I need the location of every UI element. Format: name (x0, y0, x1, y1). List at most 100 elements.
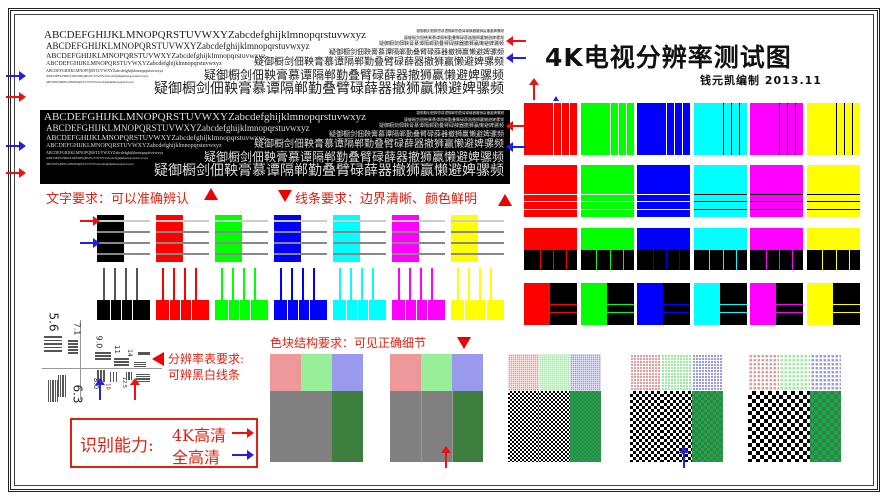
cjk-text-line: 疑御橱剑佃鞅膏慕谭隔郸勤叠臂碌薛器撤狮赢懒避婢骡频 (254, 57, 504, 68)
grid-cell (524, 283, 577, 325)
resolution-bar (44, 350, 62, 352)
cjk-text-line: 疑御橱剑佃鞅膏慕谭隔郸勤叠臂碌薛器撤狮赢懒避婢骡频 (203, 150, 504, 164)
grid-vline (779, 103, 781, 155)
grid-vline (569, 103, 571, 155)
horizontal-line (333, 231, 386, 233)
bar-divider (110, 300, 111, 320)
resolution-bar-group (136, 374, 150, 382)
resolution-bar (136, 379, 150, 381)
horizontal-line (392, 220, 445, 222)
grid-hline (750, 193, 803, 195)
blue-arrow-icon (232, 450, 254, 460)
resolution-req-line2: 可辨黑白线条 (168, 368, 241, 382)
author-date: 钱元凯编制 2013.11 (700, 74, 822, 87)
vertical-line (254, 268, 256, 320)
text-requirement-label: 文字要求：可以准确辨认 (46, 192, 190, 207)
resolution-bar (114, 364, 129, 366)
vertical-line (409, 268, 411, 320)
block-divider (452, 391, 453, 462)
grid-vline (679, 228, 681, 270)
horizontal-line (392, 253, 445, 255)
resolution-bar-group (134, 362, 146, 367)
horizontal-line (333, 253, 386, 255)
grid-vline (735, 228, 737, 270)
triangle-down-icon (457, 337, 471, 349)
grid-vline (652, 228, 654, 270)
vertical-line (125, 268, 127, 320)
vertical-line (184, 268, 186, 320)
block-bottom-cell (270, 391, 301, 462)
grid-hline (693, 304, 747, 305)
resolution-bar (59, 375, 61, 397)
blue-arrow-icon (95, 378, 105, 400)
bar-divider (309, 300, 310, 320)
grid-vline (566, 228, 568, 270)
block-top-cell (539, 354, 570, 391)
grid-vline (609, 103, 611, 155)
resolution-bar (68, 352, 78, 354)
horizontal-line (215, 231, 268, 233)
grid-cell (806, 165, 860, 217)
vertical-line (420, 268, 422, 320)
cjk-text-line: 疑御橱剑佃鞅膏慕谭隔郸勤叠臂碌薛器撤狮赢懒避婢骡频 (378, 42, 504, 47)
resolution-bar-group (97, 370, 105, 382)
grid-cell (637, 165, 690, 217)
resolution-bar (54, 380, 56, 402)
grid-hline (637, 193, 690, 195)
resolution-bar-group (68, 340, 78, 354)
color-structure-block (270, 354, 363, 462)
block-bottom-cell (570, 391, 601, 462)
grid-hline (580, 312, 634, 314)
arrow-head (506, 36, 513, 46)
block-top-cell (452, 354, 483, 391)
bar-divider (298, 300, 299, 320)
resolution-bar-group (58, 375, 66, 397)
horizontal-line (274, 242, 327, 244)
vertical-line (339, 268, 341, 320)
inner-frame (14, 14, 874, 486)
grid-black-half (637, 250, 690, 270)
latin-text-line: ABCDEFGHIJKLMNOPQRSTUVWXYZabcdefghijklmn… (46, 74, 149, 78)
color-bar-block (97, 300, 150, 320)
cjk-text-line: 疑御橱剑佃鞅膏慕谭隔郸勤叠臂碌薛器撤狮赢懒避婢骡频 (416, 111, 505, 115)
triangle-down-icon (278, 190, 292, 202)
grid-hline (524, 209, 577, 211)
resolution-bar (95, 355, 111, 357)
grid-vline (553, 228, 555, 270)
color-structure-block (748, 354, 841, 462)
color-bar-block (451, 215, 478, 262)
blue-arrow-icon (679, 446, 689, 468)
color-structure-block (390, 354, 483, 462)
grid-hline (524, 312, 577, 314)
resolution-bar (97, 370, 99, 382)
grid-hline (580, 209, 634, 211)
vertical-line (162, 268, 164, 320)
bar-divider (416, 300, 417, 320)
blue-arrow-icon (6, 141, 26, 151)
resolution-bar (95, 352, 111, 354)
horizontal-line (97, 253, 150, 255)
bar-divider (427, 300, 428, 320)
arrow-head (506, 121, 513, 131)
grid-hline (524, 304, 577, 305)
horizontal-line (215, 220, 268, 222)
block-top-cell (692, 354, 723, 391)
grid-hline (693, 201, 747, 203)
horizontal-line (451, 231, 504, 233)
grid-vline (553, 103, 555, 155)
grid-black-half (806, 250, 860, 270)
resolution-bar (44, 346, 62, 349)
bar-divider (169, 300, 170, 320)
outer-frame (8, 8, 880, 492)
grid-vline (617, 103, 619, 155)
bar-divider (486, 300, 487, 320)
resolution-bar (63, 375, 65, 397)
resolution-bar (115, 372, 117, 382)
bar-divider (357, 300, 358, 320)
grid-black-half (750, 250, 803, 270)
resolution-bar (114, 358, 129, 360)
grid-hline (806, 209, 860, 211)
grid-cell (750, 165, 803, 217)
grid-vline (730, 103, 732, 155)
latin-text-line: ABCDEFGHIJKLMNOPQRSTUVWXYZabcdefghijklmn… (46, 143, 222, 149)
